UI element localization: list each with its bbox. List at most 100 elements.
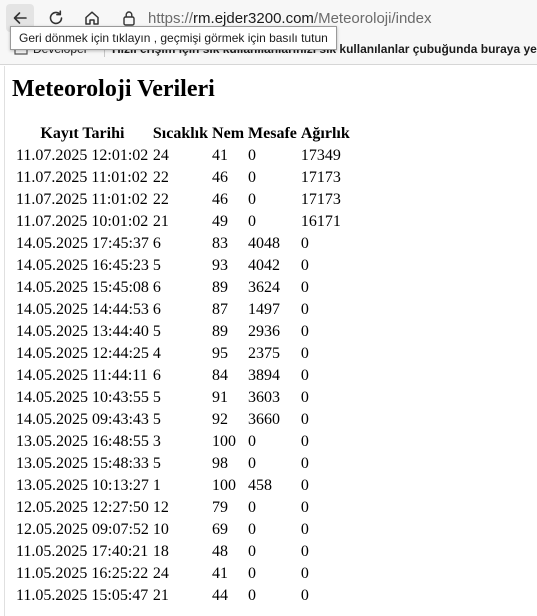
reload-button[interactable] [42, 4, 70, 32]
cell-kayit-tarihi: 11.05.2025 15:05:47 [16, 587, 149, 604]
cell-kayit-tarihi: 12.05.2025 09:07:52 [16, 521, 149, 538]
cell-kayit-tarihi: 14.05.2025 13:44:40 [16, 323, 149, 340]
cell-sicaklik: 24 [152, 147, 169, 164]
page-content: Meteoroloji Verileri Kayıt Tarihi Sıcakl… [4, 66, 537, 616]
cell-kayit-tarihi: 13.05.2025 10:13:27 [16, 477, 149, 494]
cell-mesafe: 458 [248, 477, 273, 494]
cell-agirlik: 0 [300, 411, 309, 428]
home-icon [85, 11, 99, 25]
cell-nem: 83 [212, 235, 229, 252]
cell-agirlik: 16171 [300, 213, 341, 230]
cell-mesafe: 4042 [248, 257, 281, 274]
table-row: 14.05.2025 12:44:25 4 95 2375 0 [15, 343, 351, 365]
table-row: 13.05.2025 15:48:33 5 98 0 0 [15, 453, 351, 475]
cell-agirlik: 17173 [300, 191, 341, 208]
cell-kayit-tarihi: 11.07.2025 11:01:02 [16, 169, 148, 186]
table-row: 11.07.2025 11:01:02 22 46 0 17173 [15, 167, 351, 189]
cell-sicaklik: 12 [152, 499, 169, 516]
cell-kayit-tarihi: 11.07.2025 11:01:02 [16, 191, 148, 208]
table-row: 14.05.2025 13:44:40 5 89 2936 0 [15, 321, 351, 343]
cell-kayit-tarihi: 14.05.2025 09:43:43 [16, 411, 149, 428]
cell-sicaklik: 24 [152, 565, 169, 582]
cell-agirlik: 0 [300, 345, 309, 362]
cell-sicaklik: 5 [152, 323, 161, 340]
cell-agirlik: 0 [300, 235, 309, 252]
cell-sicaklik: 3 [152, 433, 161, 450]
cell-nem: 92 [212, 411, 229, 428]
cell-sicaklik: 18 [152, 543, 169, 560]
header-nem: Nem [212, 125, 245, 142]
cell-agirlik: 0 [300, 433, 309, 450]
cell-kayit-tarihi: 11.05.2025 16:25:22 [16, 565, 149, 582]
cell-sicaklik: 21 [152, 213, 169, 230]
cell-mesafe: 3624 [248, 279, 281, 296]
cell-sicaklik: 6 [152, 279, 161, 296]
cell-nem: 69 [212, 521, 229, 538]
cell-nem: 91 [212, 389, 229, 406]
cell-agirlik: 0 [300, 565, 309, 582]
cell-sicaklik: 6 [152, 367, 161, 384]
cell-nem: 49 [212, 213, 229, 230]
cell-nem: 95 [212, 345, 229, 362]
lock-icon[interactable] [118, 10, 140, 26]
cell-mesafe: 0 [248, 169, 257, 186]
cell-mesafe: 2375 [248, 345, 281, 362]
cell-nem: 48 [212, 543, 229, 560]
cell-sicaklik: 6 [152, 301, 161, 318]
cell-agirlik: 0 [300, 477, 309, 494]
cell-nem: 79 [212, 499, 229, 516]
cell-nem: 98 [212, 455, 229, 472]
url-path: /Meteoroloji/index [313, 9, 432, 27]
table-row: 14.05.2025 16:45:23 5 93 4042 0 [15, 255, 351, 277]
cell-nem: 100 [212, 433, 237, 450]
cell-nem: 46 [212, 169, 229, 186]
table-header-row: Kayıt Tarihi Sıcaklık Nem Mesafe Ağırlık [15, 123, 351, 145]
table-row: 11.07.2025 12:01:02 24 41 0 17349 [15, 145, 351, 167]
cell-nem: 87 [212, 301, 229, 318]
cell-kayit-tarihi: 13.05.2025 16:48:55 [16, 433, 149, 450]
cell-nem: 89 [212, 323, 229, 340]
cell-sicaklik: 5 [152, 389, 161, 406]
cell-kayit-tarihi: 14.05.2025 15:45:08 [16, 279, 149, 296]
cell-mesafe: 0 [248, 147, 257, 164]
cell-agirlik: 0 [300, 521, 309, 538]
refresh-icon [49, 10, 63, 25]
cell-nem: 46 [212, 191, 229, 208]
home-button[interactable] [78, 4, 106, 32]
address-bar[interactable]: https://rm.ejder3200.com/Meteoroloji/ind… [112, 4, 537, 32]
cell-sicaklik: 22 [152, 191, 169, 208]
cell-nem: 41 [212, 565, 229, 582]
table-row: 14.05.2025 14:44:53 6 87 1497 0 [15, 299, 351, 321]
address-url[interactable]: https://rm.ejder3200.com/Meteoroloji/ind… [148, 10, 431, 27]
table-row: 11.05.2025 17:40:21 18 48 0 0 [15, 541, 351, 563]
cell-nem: 89 [212, 279, 229, 296]
cell-sicaklik: 1 [152, 477, 161, 494]
cell-kayit-tarihi: 12.05.2025 12:27:50 [16, 499, 149, 516]
table-row: 14.05.2025 11:44:11 6 84 3894 0 [15, 365, 351, 387]
cell-mesafe: 1497 [248, 301, 281, 318]
cell-sicaklik: 4 [152, 345, 161, 362]
cell-kayit-tarihi: 14.05.2025 14:44:53 [16, 301, 149, 318]
cell-sicaklik: 21 [152, 587, 169, 604]
cell-agirlik: 0 [300, 543, 309, 560]
cell-nem: 93 [212, 257, 229, 274]
cell-kayit-tarihi: 14.05.2025 11:44:11 [16, 367, 148, 384]
table-row: 13.05.2025 16:48:55 3 100 0 0 [15, 431, 351, 453]
cell-mesafe: 0 [248, 543, 257, 560]
cell-mesafe: 0 [248, 455, 257, 472]
table-body: 11.07.2025 12:01:02 24 41 0 17349 11.07.2025 … [15, 145, 351, 607]
cell-mesafe: 2936 [248, 323, 281, 340]
arrow-left-icon [13, 12, 27, 24]
table-row: 11.05.2025 16:25:22 24 41 0 0 [15, 563, 351, 585]
cell-kayit-tarihi: 13.05.2025 15:48:33 [16, 455, 149, 472]
cell-agirlik: 0 [300, 455, 309, 472]
table-row: 12.05.2025 12:27:50 12 79 0 0 [15, 497, 351, 519]
table-row: 14.05.2025 10:43:55 5 91 3603 0 [15, 387, 351, 409]
cell-mesafe: 0 [248, 587, 257, 604]
url-host: rm.ejder3200.com [193, 9, 314, 27]
cell-kayit-tarihi: 14.05.2025 10:43:55 [16, 389, 149, 406]
header-kayit-tarihi: Kayıt Tarihi [40, 125, 125, 142]
cell-agirlik: 0 [300, 301, 309, 318]
cell-kayit-tarihi: 14.05.2025 12:44:25 [16, 345, 149, 362]
table-row: 14.05.2025 09:43:43 5 92 3660 0 [15, 409, 351, 431]
